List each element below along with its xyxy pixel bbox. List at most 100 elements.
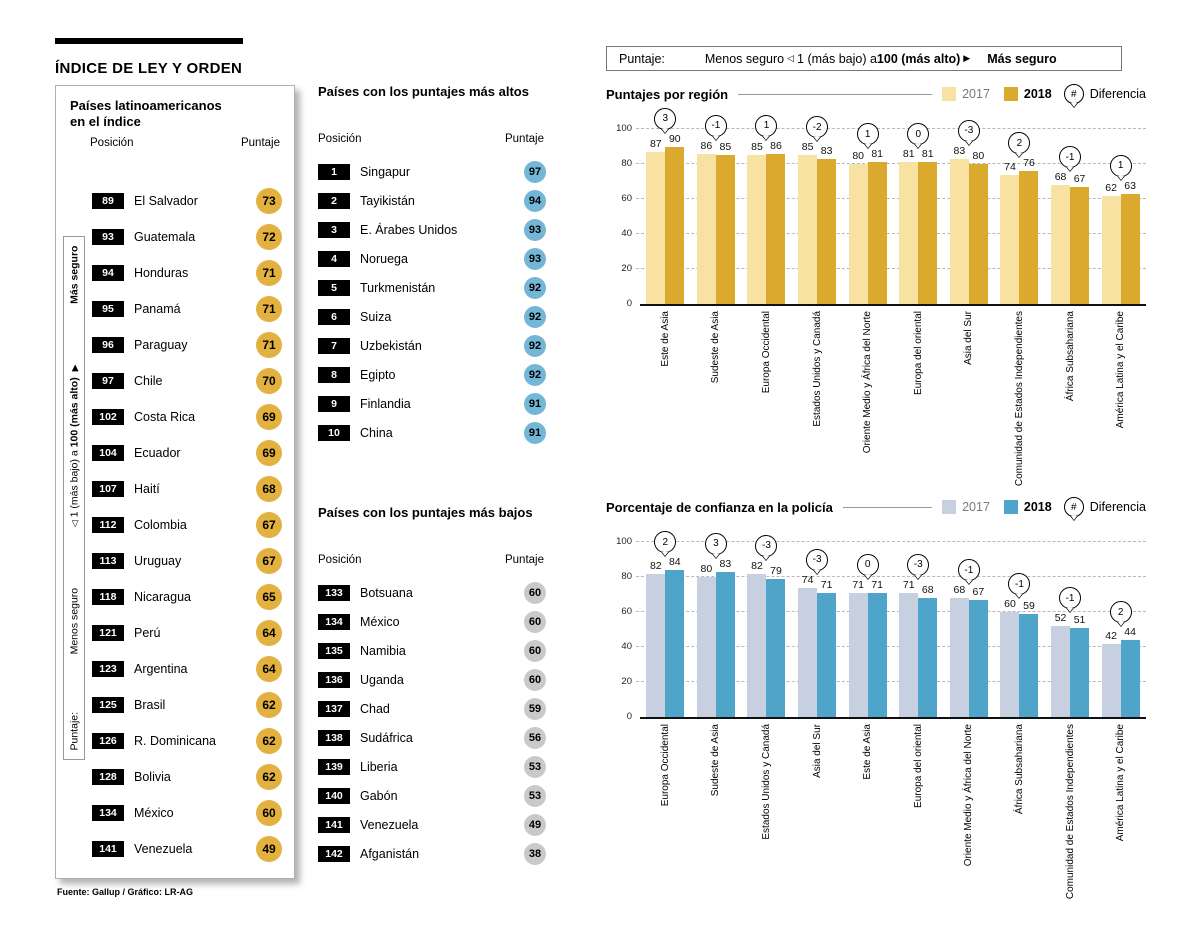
chart-title: Porcentaje de confianza en la policía <box>606 499 833 515</box>
position-badge: 138 <box>318 729 350 746</box>
country-name: Tayikistán <box>360 193 415 208</box>
bar-slot: 60 <box>1000 544 1020 717</box>
bar-2017 <box>1000 612 1020 717</box>
bar-2018 <box>715 155 735 304</box>
table-row: 107 Haití 68 <box>92 474 282 503</box>
bar-value-label: 68 <box>953 584 966 596</box>
bar-slot: 80 <box>848 131 868 304</box>
position-badge: 97 <box>92 372 124 389</box>
title-bar-rule <box>55 38 243 44</box>
position-badge: 139 <box>318 758 350 775</box>
position-badge: 95 <box>92 300 124 317</box>
bar-value-label: 85 <box>801 141 814 154</box>
bar-group: 1 85 86 <box>741 114 792 304</box>
table-row: 10 China 91 <box>318 418 546 447</box>
score-circle: 94 <box>524 189 546 212</box>
category-cell: América Latina y el Caribe <box>1095 306 1146 504</box>
table-header: Posición Puntaje <box>318 133 546 145</box>
bar-slot: 74 <box>1000 131 1020 304</box>
bar-slot: 44 <box>1120 544 1140 717</box>
bar-value-label: 85 <box>719 141 732 154</box>
score-scale-horizontal: Puntaje: Menos seguro ◁ 1 (más bajo) a 1… <box>606 46 1122 71</box>
country-name: Turkmenistán <box>360 280 436 295</box>
bar-value-label: 62 <box>1105 181 1117 194</box>
bar-2017 <box>696 577 716 717</box>
gridline <box>636 541 1146 542</box>
score-circle: 93 <box>524 218 546 241</box>
category-cell: Este de Asia <box>640 306 691 504</box>
score-circle: 60 <box>524 581 546 604</box>
score-circle: 92 <box>524 334 546 357</box>
bar-slot: 68 <box>949 544 969 717</box>
bar-group: -1 68 67 <box>944 544 995 717</box>
category-label: América Latina y el Caribe <box>1115 724 1127 842</box>
bar-2018 <box>665 570 685 717</box>
bar-2017 <box>899 162 919 304</box>
bar-value-label: 84 <box>668 556 681 568</box>
bar-2017 <box>798 155 818 304</box>
position-badge: 112 <box>92 516 124 533</box>
scale-range-bold: 100 (más alto) <box>68 377 80 448</box>
position-badge: 134 <box>318 613 350 630</box>
scale-prefix: Puntaje: <box>619 51 665 66</box>
bar-2017 <box>949 158 969 304</box>
country-name: E. Árabes Unidos <box>360 222 458 237</box>
country-name: El Salvador <box>134 193 198 208</box>
bar-value-label: 74 <box>1004 160 1016 173</box>
table-header: Posición Puntaje <box>318 554 546 566</box>
country-name: Venezuela <box>134 842 193 857</box>
bar-group: -3 74 71 <box>792 544 843 717</box>
table-row: 2 Tayikistán 94 <box>318 186 546 215</box>
panel-title: Países con los puntajes más bajos <box>318 505 533 520</box>
difference-pin: -1 <box>957 559 980 585</box>
plot: 0 20 40 60 80 100 3 87 90 -1 86 85 1 85 86 -2 85 83 1 80 81 0… <box>616 107 1146 309</box>
bar-slot: 59 <box>1019 544 1039 717</box>
category-cell: Este de Asia <box>842 719 893 917</box>
bar-slot: 71 <box>848 544 868 717</box>
country-name: Venezuela <box>360 817 419 832</box>
table-row: 133 Botsuana 60 <box>318 578 546 607</box>
country-name: Uzbekistán <box>360 338 422 353</box>
chart-title: Puntajes por región <box>606 86 729 102</box>
latam-countries-panel: Países latinoamericanos en el índice Pos… <box>55 85 295 879</box>
category-cell: Sudeste de Asia <box>691 306 742 504</box>
score-circle: 38 <box>524 842 546 865</box>
bar-slot: 68 <box>1051 131 1071 304</box>
difference-pin: 3 <box>654 107 677 134</box>
score-circle: 67 <box>256 511 282 538</box>
bar-2017 <box>1101 643 1121 717</box>
bar-2018 <box>817 158 837 304</box>
difference-pin: 1 <box>755 114 778 141</box>
bar-value-label: 81 <box>871 148 884 161</box>
table-row: 93 Guatemala 72 <box>92 222 282 251</box>
bar-slot: 62 <box>1101 131 1121 304</box>
bar-slot: 85 <box>798 131 818 304</box>
bar-value-label: 86 <box>770 139 782 152</box>
gridline <box>636 576 1146 577</box>
bar-slot: 71 <box>899 544 919 717</box>
bar-value-label: 85 <box>751 141 763 154</box>
country-name: Namibia <box>360 643 406 658</box>
table-row: 4 Noruega 93 <box>318 244 546 273</box>
table-row: 137 Chad 59 <box>318 694 546 723</box>
position-badge: 113 <box>92 552 124 569</box>
bar-2018 <box>1019 613 1039 717</box>
category-label: Estados Unidos y Canadá <box>760 724 772 840</box>
y-tick-label: 0 <box>626 711 632 722</box>
position-badge: 140 <box>318 787 350 804</box>
more-secure-arrow-icon: ▶ <box>963 53 971 63</box>
less-secure-arrow-icon: ◁ <box>787 53 795 63</box>
bar-slot: 74 <box>798 544 818 717</box>
bar-value-label: 74 <box>801 573 814 586</box>
bar-group: -2 85 83 <box>792 116 843 304</box>
category-label: África Subsahariana <box>1064 311 1076 402</box>
latam-rows: 89 El Salvador 73 93 Guatemala 72 94 Honduras 71… <box>92 186 282 864</box>
table-row: 128 Bolivia 62 <box>92 763 282 792</box>
bar-group: -3 71 68 <box>893 544 944 717</box>
y-tick-label: 60 <box>621 606 632 617</box>
bar-value-label: 51 <box>1073 613 1086 626</box>
score-circle: 60 <box>256 800 282 827</box>
category-cell: Europa del oriental <box>893 719 944 917</box>
country-name: Guatemala <box>134 229 196 244</box>
bar-value-label: 81 <box>902 148 915 161</box>
